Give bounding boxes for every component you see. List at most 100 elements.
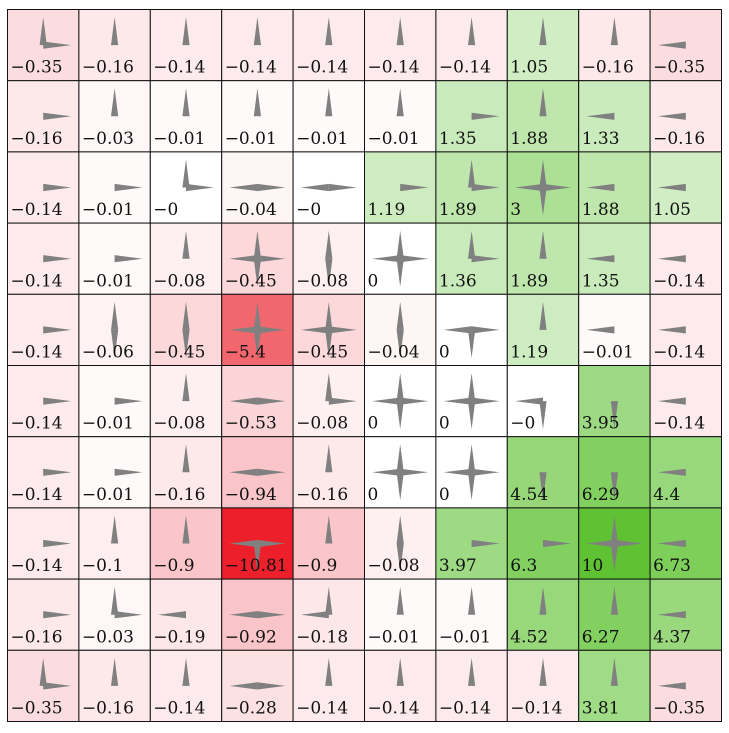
arrow-right-icon [114, 611, 143, 619]
arrow-left-icon [372, 397, 401, 405]
grid-cell: −0.14 [506, 649, 580, 722]
grid-cell: −0.14 [7, 151, 80, 224]
grid-cell: −0.28 [221, 649, 294, 722]
grid-cell: 1.89 [506, 222, 580, 295]
cell-value: 1.89 [510, 271, 548, 291]
cell-value: −0 [296, 200, 321, 220]
arrow-right-icon [471, 468, 500, 476]
arrow-right-icon [257, 183, 286, 192]
grid-cell: −0.01 [78, 365, 151, 438]
arrow-down-icon [396, 258, 404, 287]
cell-value: 0 [368, 485, 379, 505]
grid-cell: 3.97 [435, 507, 508, 580]
cell-value: −0.01 [82, 485, 134, 505]
cell-value: −0.16 [653, 129, 705, 149]
cell-value: −5.4 [225, 343, 266, 363]
grid-cell: −0.01 [78, 436, 151, 509]
arrow-left-icon [372, 255, 401, 263]
grid-cell: −0.08 [149, 365, 223, 438]
arrow-up-icon [325, 88, 333, 117]
grid-cell: 0 [435, 365, 508, 438]
arrow-right-icon [43, 183, 72, 192]
arrow-left-icon [657, 468, 686, 476]
cell-value: −0.14 [11, 556, 63, 576]
grid-cell: −0 [292, 151, 366, 224]
cell-value: −0.08 [296, 414, 348, 434]
cell-value: −0.16 [153, 485, 205, 505]
arrow-down-icon [610, 472, 618, 501]
grid-cell: 1.05 [649, 151, 722, 224]
grid-cell: −0.16 [78, 649, 151, 722]
arrow-right-icon [257, 539, 286, 548]
grid-cell: −0.03 [78, 80, 151, 153]
arrow-up-icon [539, 586, 547, 615]
arrow-up-icon [325, 373, 333, 402]
cell-value: −0.08 [296, 271, 348, 291]
arrow-up-icon [253, 301, 261, 330]
cell-value: −0.08 [153, 271, 205, 291]
grid-cell: 1.33 [578, 80, 651, 153]
arrow-down-icon [610, 543, 618, 572]
cell-value: −0.92 [225, 627, 277, 647]
arrow-left-icon [229, 468, 258, 476]
arrow-up-icon [396, 444, 404, 473]
grid-cell: −0.14 [7, 436, 80, 509]
grid-cell: −0.19 [149, 578, 223, 651]
arrow-left-icon [657, 682, 686, 690]
arrow-up-icon [610, 586, 618, 615]
cell-value: −0.28 [225, 699, 277, 719]
arrow-right-icon [257, 611, 286, 619]
cell-value: −0.45 [153, 343, 205, 363]
arrow-left-icon [657, 397, 686, 405]
arrow-left-icon [300, 183, 329, 192]
cell-value: 1.88 [582, 200, 620, 220]
cell-value: −0.01 [439, 627, 491, 647]
arrow-up-icon [253, 88, 261, 117]
arrow-right-icon [471, 326, 500, 334]
cell-value: −0.14 [368, 58, 420, 78]
grid-cell: −0.16 [78, 9, 151, 82]
grid-cell: 3.81 [578, 649, 651, 722]
cell-value: −0.35 [653, 699, 705, 719]
arrow-left-icon [229, 397, 258, 405]
cell-value: 0 [368, 414, 379, 434]
cell-value: −0.14 [439, 699, 491, 719]
cell-value: −0.06 [82, 343, 134, 363]
cell-value: −0.04 [368, 343, 420, 363]
arrow-up-icon [396, 373, 404, 402]
arrow-right-icon [114, 468, 143, 476]
arrow-up-icon [325, 657, 333, 686]
cell-value: −0.03 [82, 627, 134, 647]
grid-cell: −0.16 [149, 436, 223, 509]
arrow-up-icon [325, 444, 333, 473]
arrow-up-icon [396, 88, 404, 117]
arrow-down-icon [396, 401, 404, 430]
arrow-right-icon [257, 682, 286, 690]
cell-value: −0.1 [82, 556, 123, 576]
grid-cell: 6.3 [506, 507, 580, 580]
cell-value: −0.94 [225, 485, 277, 505]
grid-cell: −0.14 [7, 365, 80, 438]
arrow-left-icon [586, 255, 615, 263]
cell-value: −0.35 [11, 699, 63, 719]
grid-cell: 4.52 [506, 578, 580, 651]
cell-value: −0.14 [653, 343, 705, 363]
arrow-down-icon [396, 543, 404, 572]
arrow-left-icon [229, 255, 258, 263]
arrow-up-icon [610, 17, 618, 46]
cell-value: 3 [510, 200, 521, 220]
arrow-down-icon [468, 329, 476, 358]
grid-cell: −0.14 [364, 9, 437, 82]
cell-value: −0.14 [296, 58, 348, 78]
grid-cell: −0.16 [7, 80, 80, 153]
arrow-left-icon [229, 326, 258, 334]
grid-cell: −0.9 [149, 507, 223, 580]
arrow-up-icon [182, 444, 190, 473]
arrow-up-icon [111, 88, 119, 117]
grid-cell: −0.01 [78, 222, 151, 295]
cell-value: −0.14 [653, 271, 705, 291]
cell-value: 0 [439, 343, 450, 363]
cell-value: −0.16 [82, 58, 134, 78]
arrow-up-icon [39, 657, 47, 686]
